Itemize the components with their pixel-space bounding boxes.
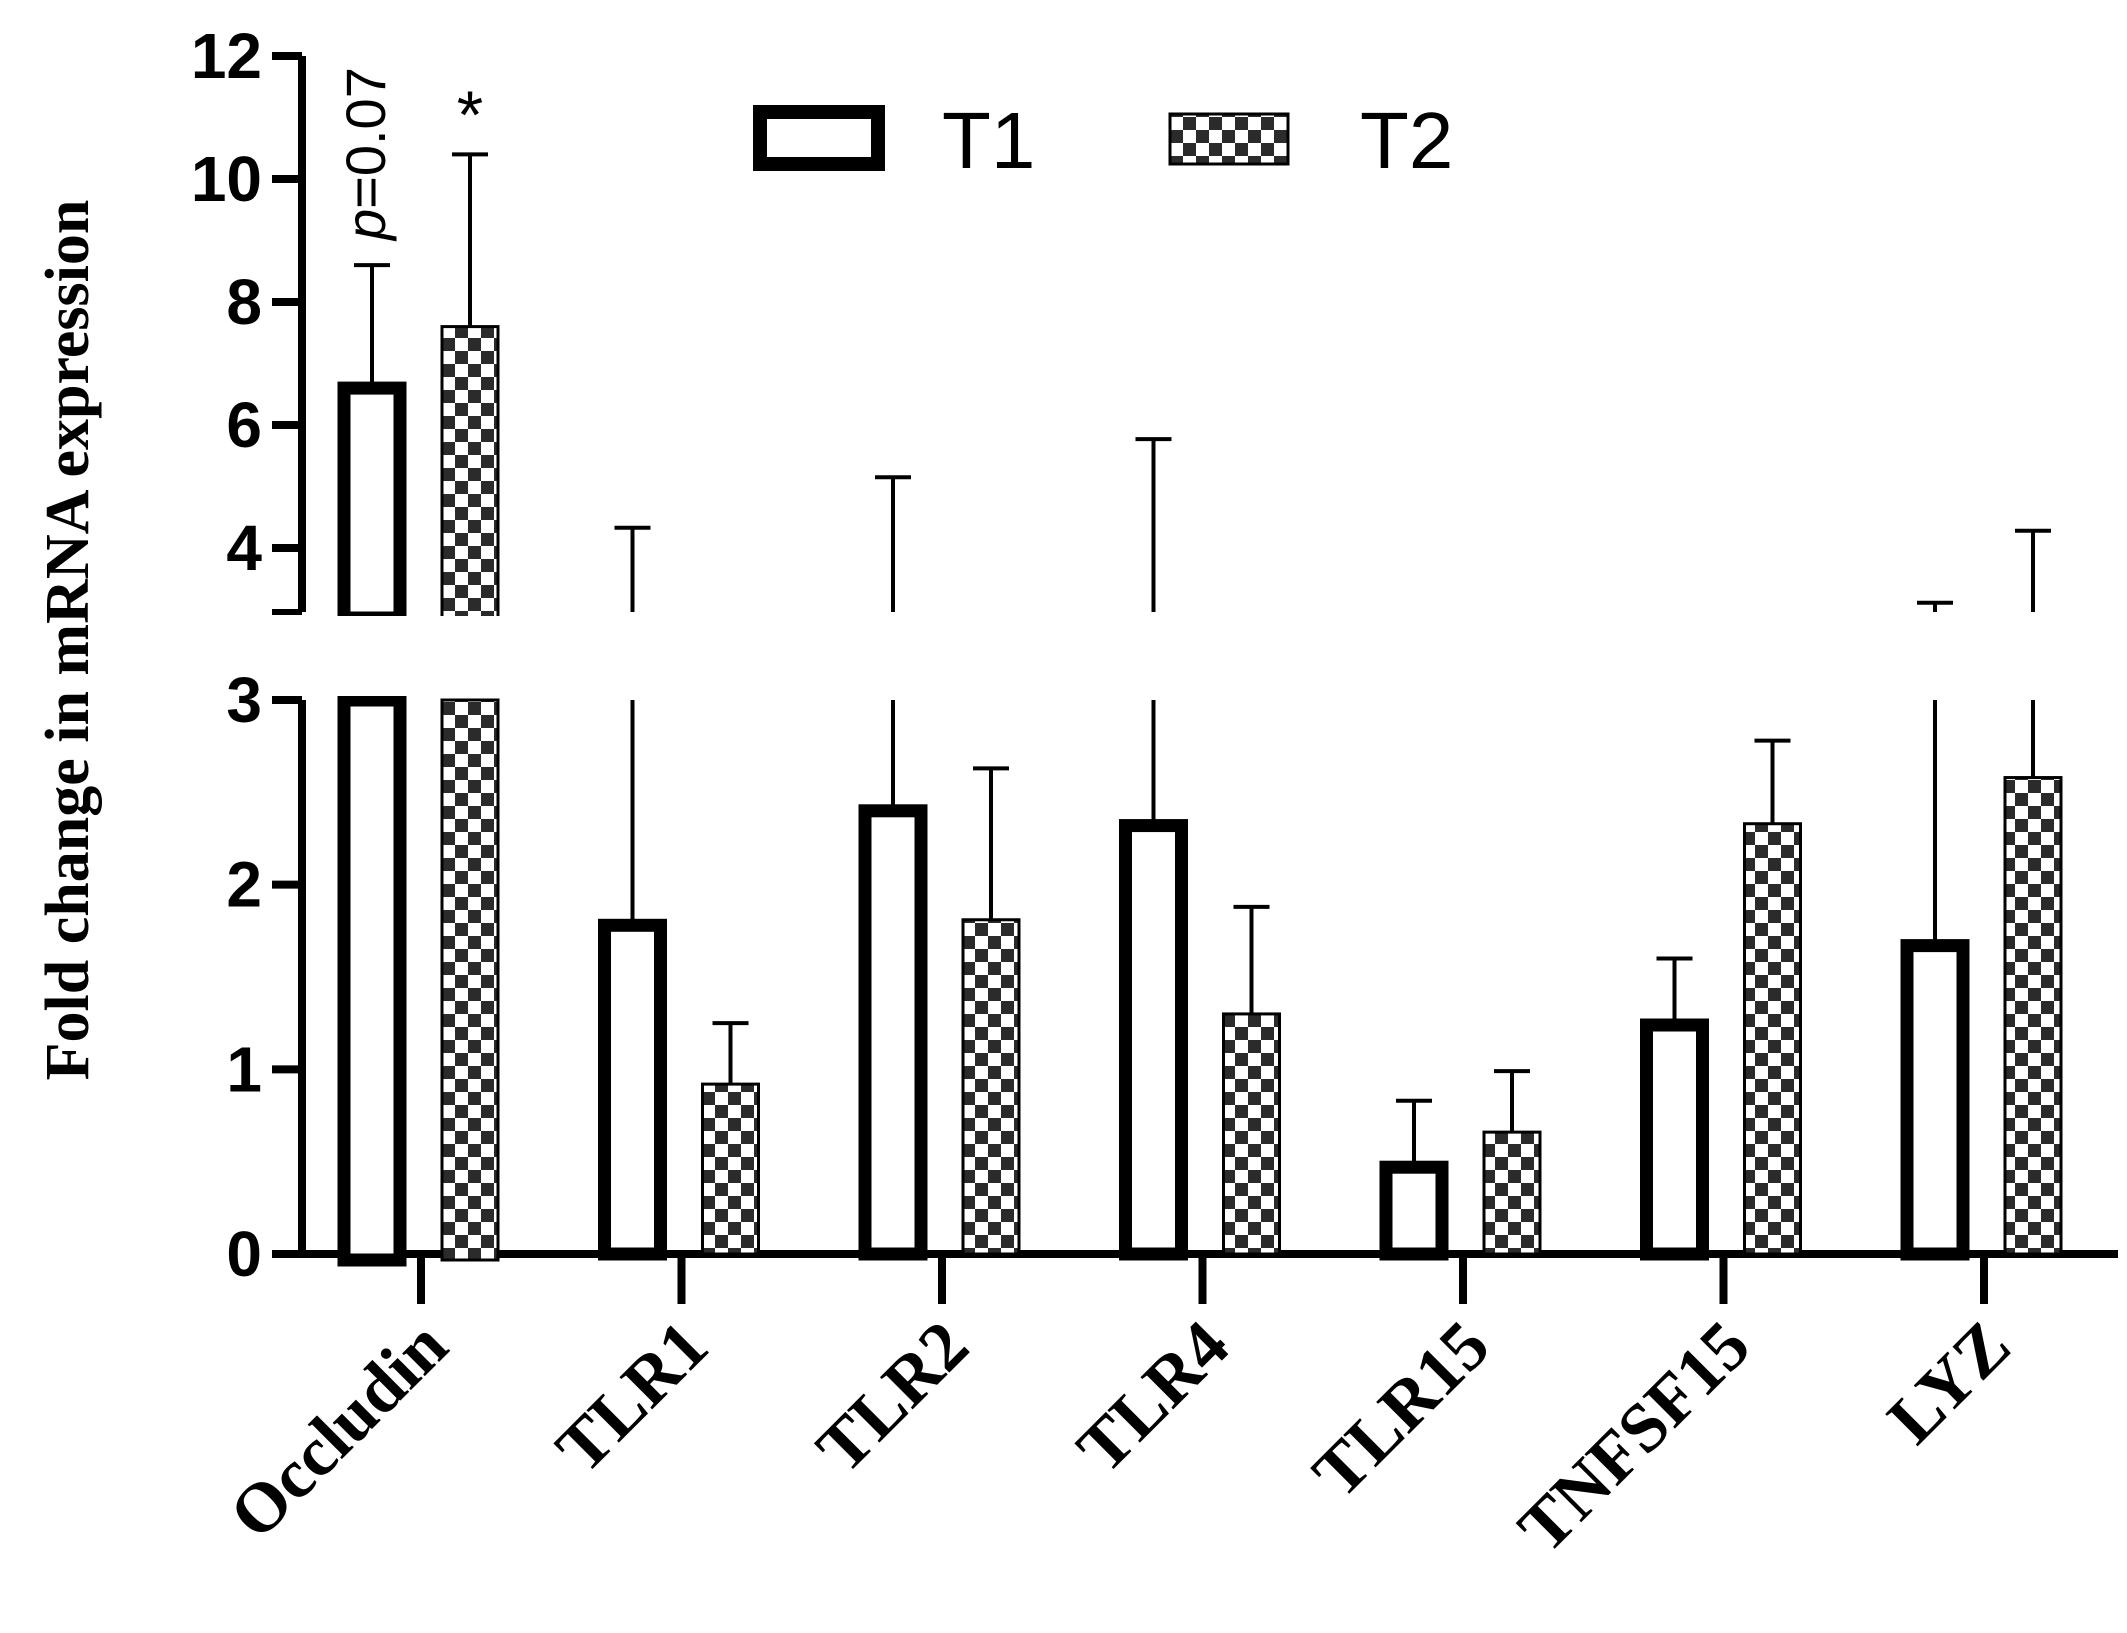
legend: T1 T2 [753,96,1453,185]
bar-tlr2-t1 [858,804,928,1261]
y-tick-label-12: 12 [191,20,262,92]
bar-tlr15-t2 [1482,1130,1542,1256]
x-label-occludin: Occludin [215,1307,462,1554]
bar-tlr1-t2 [701,1082,760,1256]
bar-tlr2-t2 [961,918,1021,1256]
x-label-tnfsf15: TNFSF15 [1504,1307,1765,1568]
y-tick-label-10: 10 [191,143,262,215]
legend-swatch-t1 [753,105,885,171]
bar-tnfsf15-t1 [1640,1018,1709,1261]
legend-label-t1: T1 [942,96,1035,185]
y-tick-label-6: 6 [226,389,262,461]
y-tick-label-2: 2 [226,849,262,921]
bar-tlr1-t1 [598,918,667,1261]
bar-lyz-t2 [2003,776,2063,1256]
bar-occludin-t1-upper [337,381,407,625]
bar-tlr4-t1 [1119,819,1188,1261]
bar-occludin-t2-upper [440,325,500,620]
x-label-tlr15: TLR15 [1299,1307,1505,1513]
x-label-tlr4: TLR4 [1063,1307,1244,1488]
x-label-tlr1: TLR1 [542,1307,723,1488]
bar-occludin-t1-lower [337,693,407,1267]
bar-tnfsf15-t2 [1743,822,1802,1256]
y-tick-label-8: 8 [226,266,262,338]
annotation-p-rest: =0.07 [334,67,397,209]
annotation-p-value: p=0.07 [334,67,397,242]
bar-occludin-t2-lower [440,698,500,1262]
bar-lyz-t1 [1900,939,1970,1261]
y-axis-title: Fold change in mRNA expression [34,200,102,1081]
legend-swatch-t2 [1168,112,1290,166]
annotation-significance-star: * [457,77,483,153]
axis-break-gap [306,616,2121,696]
legend-label-t2: T2 [1360,96,1453,185]
y-tick-label-1: 1 [226,1033,262,1105]
x-label-lyz: LYZ [1874,1307,2026,1459]
x-label-tlr2: TLR2 [802,1307,983,1488]
bar-tlr15-t1 [1379,1160,1449,1261]
y-tick-label-0: 0 [226,1218,262,1290]
y-tick-label-4: 4 [226,512,262,584]
annotation-p-letter: p [334,209,397,242]
y-tick-label-3: 3 [226,664,262,736]
bar-tlr4-t2 [1222,1012,1281,1256]
